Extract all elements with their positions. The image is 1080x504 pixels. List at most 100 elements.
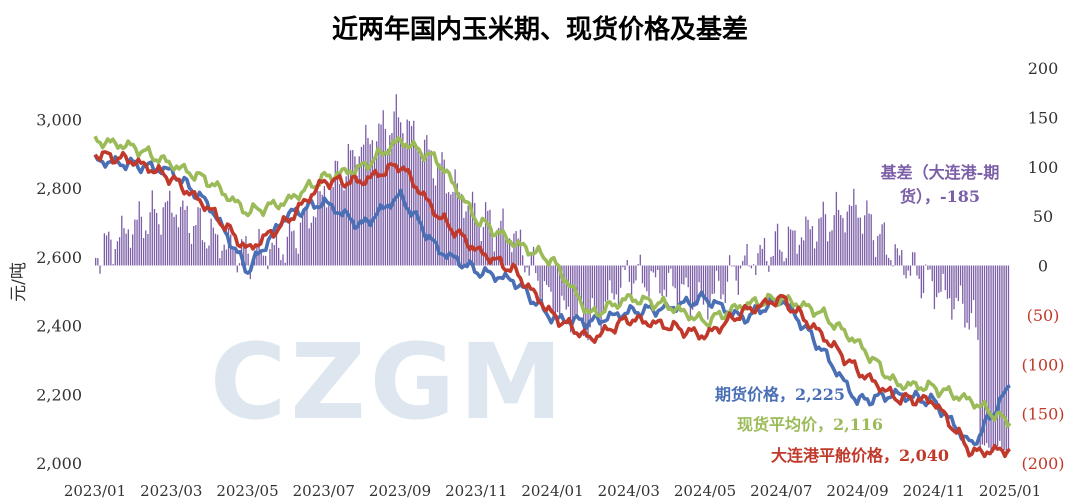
basis-bar <box>683 265 685 285</box>
basis-bar <box>733 265 735 267</box>
basis-bar <box>959 265 962 286</box>
basis-bar <box>267 265 269 270</box>
basis-bar <box>271 242 273 266</box>
basis-bar <box>903 265 905 275</box>
basis-bar <box>718 265 720 281</box>
series-annotations: 期货价格，2,225 现货平均价，2,116 大连港平舱价格，2,040 基差（大连港… <box>715 163 999 465</box>
basis-bar <box>711 265 713 295</box>
basis-bar <box>210 218 212 266</box>
basis-bar <box>935 265 938 298</box>
basis-bar <box>197 207 199 266</box>
basis-bar <box>415 146 417 266</box>
basis-bar <box>892 265 894 267</box>
basis-bar <box>705 265 707 302</box>
basis-bar <box>818 218 820 266</box>
basis-bar <box>376 141 378 266</box>
basis-bar <box>125 233 127 266</box>
basis-bar <box>1005 265 1007 451</box>
basis-bar <box>195 225 197 266</box>
y2-tick-label: 0 <box>1038 257 1048 276</box>
basis-bar <box>145 230 147 266</box>
basis-bar <box>585 265 587 334</box>
basis-bar <box>284 262 286 266</box>
basis-bar <box>264 255 267 266</box>
basis-bar <box>962 265 964 304</box>
basis-bar <box>968 265 970 330</box>
basis-bar <box>378 123 380 266</box>
basis-bar <box>742 260 744 266</box>
basis-bar <box>247 253 249 266</box>
basis-bar <box>121 215 123 266</box>
basis-bar <box>752 264 755 266</box>
basis-bar <box>609 265 611 281</box>
basis-bar <box>471 191 474 266</box>
basis-bar <box>615 265 617 295</box>
basis-bar <box>162 207 164 266</box>
basis-bar <box>957 265 960 302</box>
basis-bar <box>840 215 842 266</box>
basis-bar <box>467 205 469 266</box>
basis-bar <box>260 250 262 266</box>
basis-bar <box>280 260 282 266</box>
basis-bar <box>541 265 543 308</box>
series-line <box>93 135 1012 429</box>
basis-bar <box>153 208 156 266</box>
basis-bar <box>452 191 454 266</box>
basis-bar <box>1001 265 1003 448</box>
basis-bar <box>288 217 291 266</box>
y2-tick-label: (150) <box>1021 405 1064 424</box>
basis-bar <box>994 265 997 450</box>
basis-bar <box>360 146 363 266</box>
basis-bar <box>916 265 918 276</box>
basis-bar <box>511 252 513 266</box>
basis-bar <box>626 259 628 266</box>
basis-bar <box>230 234 232 266</box>
basis-bar <box>613 265 615 300</box>
basis-bar <box>301 216 304 266</box>
basis-bar <box>556 265 559 313</box>
y-tick-label: 2,800 <box>36 179 82 198</box>
basis-bar <box>770 256 772 266</box>
basis-bar <box>339 184 341 266</box>
basis-bar <box>700 265 702 297</box>
basis-bar <box>310 222 312 266</box>
basis-bar <box>890 260 892 266</box>
basis-bar <box>330 189 332 266</box>
basis-bar <box>837 209 840 266</box>
basis-bar <box>362 144 365 266</box>
basis-bar <box>972 265 975 301</box>
basis-bar <box>136 219 138 266</box>
basis-bar <box>813 248 816 266</box>
basis-bar <box>97 258 99 266</box>
basis-bar <box>907 265 909 271</box>
basis-bar <box>478 223 480 266</box>
basis-bar <box>827 241 829 266</box>
basis-bar <box>208 245 210 266</box>
basis-bar <box>132 234 134 266</box>
basis-bar <box>888 257 890 266</box>
basis-bar <box>110 239 112 266</box>
basis-bar <box>598 265 600 317</box>
basis-bar <box>914 252 916 266</box>
basis-bar <box>522 255 524 266</box>
basis-bar <box>735 265 737 281</box>
basis-bar <box>269 249 271 266</box>
basis-bar <box>295 248 297 266</box>
basis-bar <box>349 150 352 266</box>
basis-bar <box>199 208 201 266</box>
basis-bar <box>868 213 870 266</box>
basis-bar <box>299 222 302 266</box>
basis-bar <box>321 194 323 266</box>
basis-bar <box>550 265 552 292</box>
basis-bar <box>552 265 554 321</box>
x-tick-label: 2024/11 <box>903 482 965 500</box>
basis-bar <box>358 156 360 266</box>
basis-bar <box>646 265 648 292</box>
basis-bar <box>223 244 225 266</box>
basis-bar <box>774 231 777 266</box>
basis-bar <box>291 231 293 266</box>
basis-bar <box>702 265 705 305</box>
basis-bar <box>517 238 519 266</box>
basis-bar <box>596 265 598 313</box>
basis-bar <box>495 232 498 266</box>
